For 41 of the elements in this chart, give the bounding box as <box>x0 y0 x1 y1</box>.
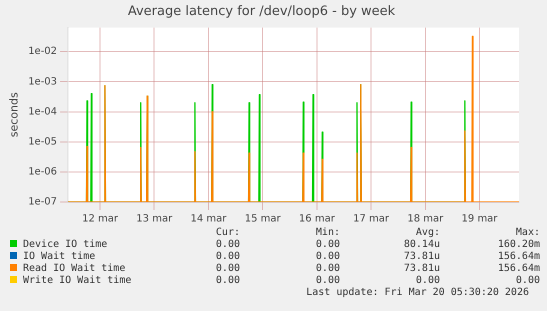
text: 156.64m <box>496 250 540 262</box>
legend-label: Write IO Wait time <box>22 274 132 286</box>
x-tick-label: 14 mar <box>190 214 228 225</box>
text: 156.64m <box>496 262 540 274</box>
text: 0.00 <box>214 274 240 286</box>
text: Last update: Fri Mar 20 05:30:20 2026 <box>306 287 529 298</box>
text: Cur: <box>214 226 240 238</box>
legend-label: Device IO time <box>22 238 108 250</box>
legend-label: IO Wait time <box>22 250 96 262</box>
y-tick-label: 1e-06 <box>28 166 58 178</box>
text: 160.20m <box>496 238 540 250</box>
y-tick-label: 1e-04 <box>28 106 58 118</box>
text: Max: <box>514 226 540 238</box>
x-tick-label: 18 mar <box>407 214 444 225</box>
x-tick-label: 12 mar <box>82 214 119 225</box>
text: 73.81u <box>402 262 440 274</box>
text: 0.00 <box>214 262 240 274</box>
x-tick-label: 19 mar <box>462 214 498 225</box>
text: 80.14u <box>402 238 440 250</box>
text: Min: <box>314 226 340 238</box>
legend-label: Read IO Wait time <box>22 262 126 274</box>
text: 0.00 <box>414 274 440 286</box>
text: 0.00 <box>514 274 540 286</box>
y-axis-title: seconds <box>7 92 20 138</box>
y-tick-label: 1e-05 <box>28 136 58 148</box>
chart-title: Average latency for /dev/loop6 - by week <box>128 4 396 20</box>
text: 0.00 <box>214 238 240 250</box>
text: 0.00 <box>214 250 240 262</box>
text: 73.81u <box>402 250 440 262</box>
x-tick-label: 16 mar <box>298 214 336 225</box>
y-tick-label: 1e-03 <box>28 76 58 88</box>
x-tick-label: 17 mar <box>353 214 390 225</box>
x-tick-label: 15 mar <box>244 214 282 225</box>
y-tick-label: 1e-02 <box>28 46 58 58</box>
x-tick-label: 13 mar <box>136 214 174 225</box>
text: Avg: <box>414 226 440 238</box>
y-tick-label: 1e-07 <box>28 196 58 208</box>
text: 0.00 <box>314 262 340 274</box>
text: 0.00 <box>314 274 340 286</box>
text: 0.00 <box>314 250 340 262</box>
text: 0.00 <box>314 238 340 250</box>
